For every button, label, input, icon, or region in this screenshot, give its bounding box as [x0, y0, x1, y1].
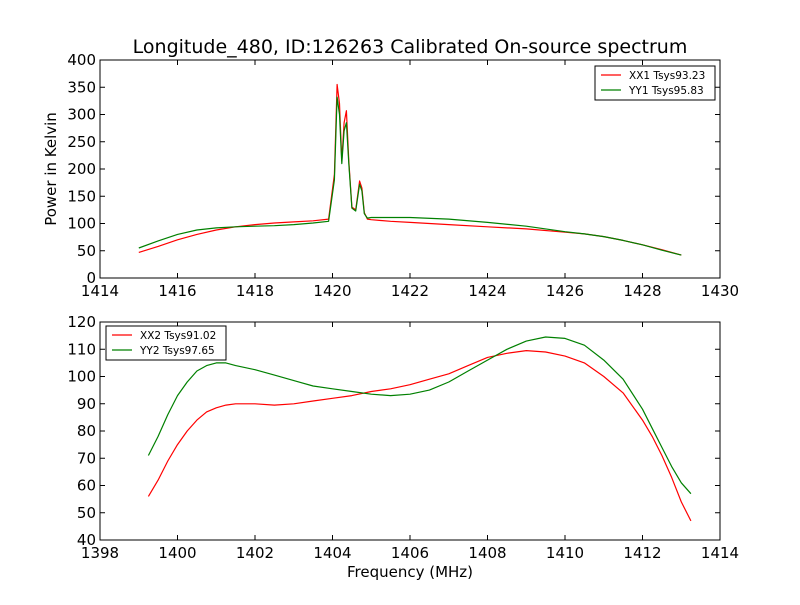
- top-series-line-1: [138, 83, 682, 256]
- top-x-tick-label: 1430: [701, 282, 739, 300]
- top-y-tick-label: 200: [67, 160, 96, 178]
- bottom-x-tick-label: 1412: [623, 544, 661, 562]
- top-legend: XX1 Tsys93.23 YY1 Tsys95.83: [594, 65, 716, 101]
- top-y-tick-label: 50: [77, 242, 96, 260]
- top-x-tick-label: 1424: [468, 282, 506, 300]
- bottom-y-tick-label: 40: [77, 531, 96, 549]
- bottom-legend-label-1: XX2 Tsys91.02: [140, 330, 216, 342]
- bottom-legend: XX2 Tsys91.02 YY2 Tsys97.65: [105, 325, 227, 361]
- bottom-x-tick-label: 1408: [468, 544, 506, 562]
- bottom-y-tick-label: 90: [77, 395, 96, 413]
- bottom-x-tick-label: 1404: [313, 544, 351, 562]
- bottom-y-tick-label: 50: [77, 504, 96, 522]
- bottom-y-tick-label: 120: [67, 313, 96, 331]
- bottom-legend-label-2: YY2 Tsys97.65: [139, 345, 215, 357]
- bottom-plot: 1398 1400 1402 1404 1406 1408 1410 1412 1414 40 50…: [67, 313, 739, 562]
- bottom-x-tick-label: 1414: [701, 544, 739, 562]
- top-plot: 1414 1416 1418 1420 1422 1424 1426 1428 1430 0 50 1…: [67, 51, 739, 300]
- chart-title: Longitude_480, ID:126263 Calibrated On-s…: [133, 36, 688, 58]
- top-y-tick-label: 250: [67, 133, 96, 151]
- top-y-tick-label: 0: [86, 269, 96, 287]
- top-x-tick-label: 1428: [623, 282, 661, 300]
- top-legend-label-2: YY1 Tsys95.83: [628, 85, 704, 97]
- top-y-tick-label: 100: [67, 215, 96, 233]
- y-axis-label-top: Power in Kelvin: [42, 112, 60, 226]
- bottom-y-tick-label: 70: [77, 449, 96, 467]
- bottom-series-line-1: [147, 350, 692, 522]
- bottom-y-tick-label: 110: [67, 340, 96, 358]
- top-x-tick-label: 1422: [391, 282, 429, 300]
- x-axis-label-bottom: Frequency (MHz): [347, 563, 473, 581]
- bottom-x-tick-label: 1400: [158, 544, 196, 562]
- bottom-series-line-2: [147, 336, 692, 495]
- top-legend-label-1: XX1 Tsys93.23: [629, 70, 705, 82]
- top-y-tick-label: 400: [67, 51, 96, 69]
- bottom-y-tick-label: 60: [77, 477, 96, 495]
- bottom-x-tick-label: 1402: [236, 544, 274, 562]
- top-x-tick-label: 1416: [158, 282, 196, 300]
- top-x-tick-label: 1426: [546, 282, 584, 300]
- bottom-legend-box: [105, 325, 227, 361]
- bottom-x-tick-label: 1410: [546, 544, 584, 562]
- top-y-tick-label: 300: [67, 106, 96, 124]
- top-legend-box: [594, 65, 716, 101]
- top-y-tick-label: 150: [67, 187, 96, 205]
- top-y-tick-label: 350: [67, 78, 96, 96]
- top-series-line-2: [138, 96, 682, 256]
- bottom-x-tick-label: 1406: [391, 544, 429, 562]
- top-x-tick-label: 1420: [313, 282, 351, 300]
- top-x-tick-label: 1418: [236, 282, 274, 300]
- bottom-y-tick-label: 100: [67, 368, 96, 386]
- top-x-tick-label: 1414: [81, 282, 119, 300]
- bottom-x-tick-label: 1398: [81, 544, 119, 562]
- bottom-y-tick-label: 80: [77, 422, 96, 440]
